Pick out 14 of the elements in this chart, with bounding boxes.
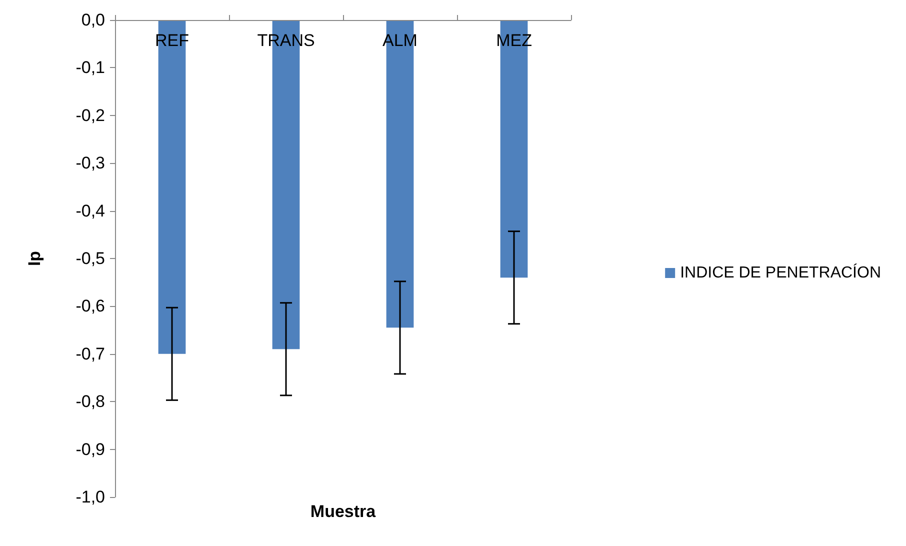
y-axis-title: Ip xyxy=(25,250,44,266)
y-tick-label: -0,6 xyxy=(76,296,105,316)
y-tick-label: -0,7 xyxy=(76,344,105,364)
legend-label: INDICE DE PENETRACÍON xyxy=(680,264,882,282)
y-tick-label: -0,4 xyxy=(76,201,105,220)
y-tick-label: -0,2 xyxy=(76,106,105,125)
y-tick-label: -0,5 xyxy=(76,249,105,268)
y-tick-label: -0,8 xyxy=(76,392,105,412)
x-axis-title: Muestra xyxy=(310,502,376,521)
y-tick-label: -1,0 xyxy=(76,488,105,506)
y-tick-label: 0,0 xyxy=(81,10,105,30)
y-tick-label: -0,9 xyxy=(76,440,105,459)
y-tick-label: -0,1 xyxy=(76,58,105,78)
y-tick-label: -0,3 xyxy=(76,154,105,173)
